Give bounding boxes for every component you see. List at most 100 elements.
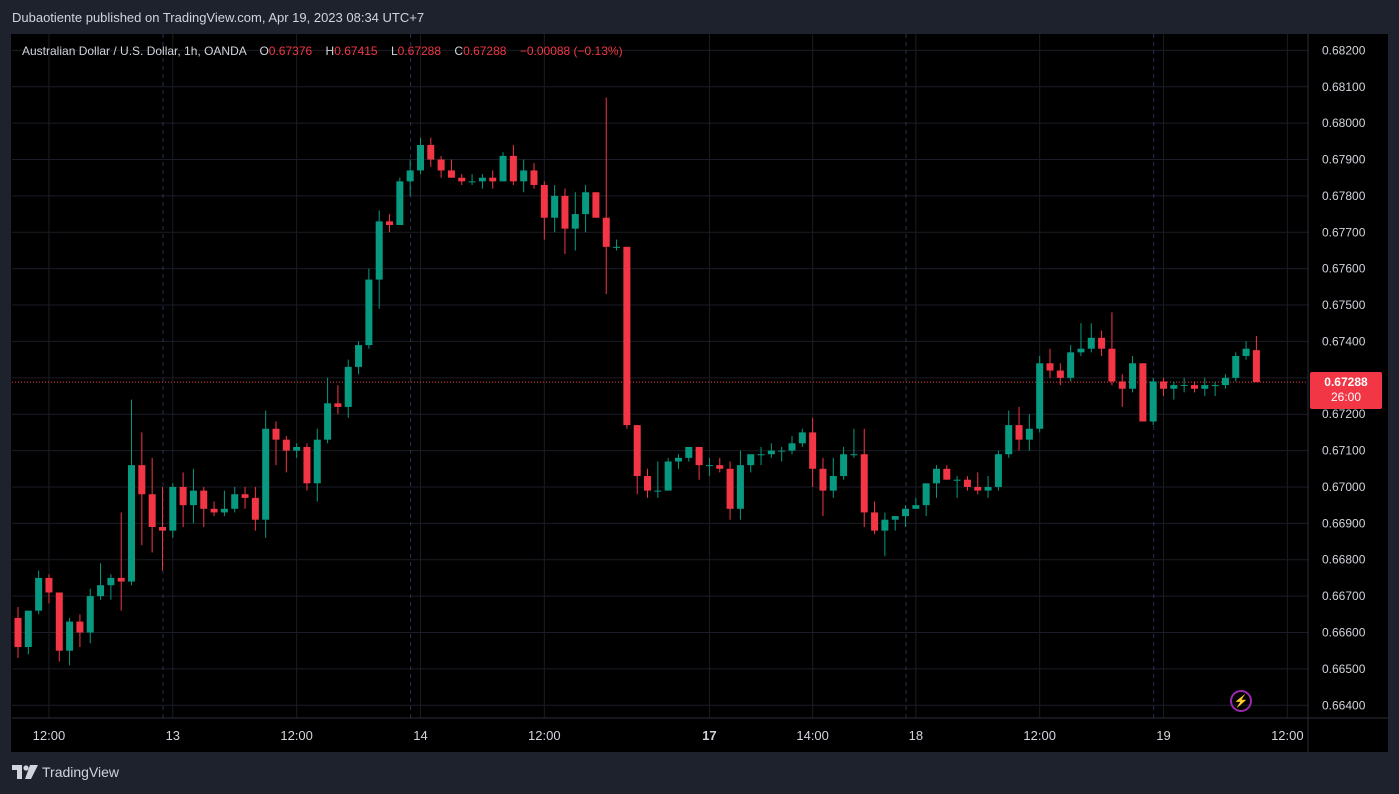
candle-body (788, 443, 796, 451)
candle-body (14, 617, 22, 648)
candle-body (1118, 381, 1126, 389)
candle-body (1221, 377, 1229, 386)
candle-body (148, 494, 156, 527)
x-tick-label: 12:00 (1023, 728, 1056, 743)
open-value: 0.67376 (268, 44, 313, 58)
y-tick-label: 0.67400 (1322, 334, 1366, 348)
publication-header: Dubaotiente published on TradingView.com… (0, 0, 1399, 34)
candle-body (334, 403, 342, 407)
published-by-text: Dubaotiente published on TradingView.com… (12, 10, 425, 25)
x-tick-label: 14:00 (796, 728, 829, 743)
candle-body (767, 450, 775, 455)
candle-body (1056, 370, 1064, 378)
candle-body (922, 483, 930, 506)
candle-body (932, 468, 940, 484)
candle-body (912, 505, 920, 509)
candle-body (231, 494, 239, 509)
candle-body (1077, 348, 1085, 353)
candle-body (582, 192, 590, 215)
ohlc-legend: Australian Dollar / U.S. Dollar, 1h, OAN… (22, 44, 623, 58)
candle-body (757, 454, 765, 456)
candle-body (251, 497, 259, 520)
candle-body (778, 450, 786, 452)
y-tick-label: 0.67800 (1322, 189, 1366, 203)
candle-body (994, 454, 1002, 487)
candle-body (24, 610, 32, 648)
candle-body (509, 155, 517, 182)
y-tick-label: 0.66900 (1322, 516, 1366, 530)
y-tick-label: 0.68100 (1322, 80, 1366, 94)
candle-body (128, 465, 136, 582)
high-label: H (325, 44, 335, 58)
candle-body (674, 457, 682, 462)
y-tick-label: 0.66800 (1322, 553, 1366, 567)
candle-body (963, 479, 971, 487)
candle-body (881, 519, 889, 531)
candle-body (447, 170, 455, 178)
candle-body (644, 476, 652, 491)
x-tick-label: 12:00 (33, 728, 66, 743)
candle-body (76, 621, 84, 633)
y-tick-label: 0.68000 (1322, 116, 1366, 130)
x-tick-label: 18 (909, 728, 923, 743)
candle-body (138, 465, 146, 495)
candle-body (943, 468, 951, 480)
close-label: C (454, 44, 464, 58)
candle-body (871, 512, 879, 531)
candle-body (416, 144, 424, 171)
candle-body (623, 246, 631, 426)
candle-body (169, 486, 177, 531)
candle-body (365, 279, 373, 346)
candle-body (1242, 348, 1250, 356)
candle-body (458, 177, 466, 182)
candle-body (437, 159, 445, 171)
candle-body (1129, 363, 1137, 389)
high-value: 0.67415 (334, 44, 378, 58)
candle-body (633, 425, 641, 477)
y-tick-label: 0.66400 (1322, 698, 1366, 712)
candle-body (974, 486, 982, 491)
candle-body (210, 508, 218, 513)
candle-body (355, 345, 363, 367)
candle-body (829, 476, 837, 491)
current-price-badge: 0.67288 26:00 (1310, 372, 1382, 410)
open-label: O (259, 44, 269, 58)
candle-body (695, 446, 703, 466)
low-value: 0.67288 (397, 44, 442, 58)
tradingview-brand: TradingView (42, 764, 120, 780)
candle-body (1015, 425, 1023, 440)
candle-body (1087, 337, 1095, 349)
candle-body (840, 454, 848, 477)
candle-body (561, 195, 569, 229)
lightning-icon[interactable]: ⚡ (1230, 690, 1252, 712)
y-tick-label: 0.67500 (1322, 298, 1366, 312)
x-tick-label: 13 (166, 728, 180, 743)
candle-body (1160, 381, 1168, 389)
y-tick-label: 0.68200 (1322, 43, 1366, 57)
y-tick-label: 0.67900 (1322, 153, 1366, 167)
candle-body (551, 195, 559, 218)
candle-body (1005, 425, 1013, 455)
candle-body (819, 468, 827, 491)
candle-body (664, 461, 672, 491)
candle-body (478, 177, 486, 182)
candle-body (1211, 385, 1219, 387)
candle-body (66, 621, 74, 651)
candle-body (902, 508, 910, 517)
y-tick-label: 0.67000 (1322, 480, 1366, 494)
y-tick-label: 0.67600 (1322, 262, 1366, 276)
candle-body (613, 246, 621, 248)
current-price-value: 0.67288 (1324, 375, 1368, 390)
candle-body (1190, 385, 1198, 389)
candle-body (303, 446, 311, 484)
low-label: L (390, 44, 398, 58)
y-tick-label: 0.67200 (1322, 407, 1366, 421)
candle-body (158, 526, 166, 531)
candle-body (220, 508, 228, 513)
candle-body (396, 181, 404, 226)
candle-body (375, 221, 383, 280)
candle-body (179, 486, 187, 506)
candle-body (602, 217, 610, 247)
candle-body (891, 516, 899, 520)
